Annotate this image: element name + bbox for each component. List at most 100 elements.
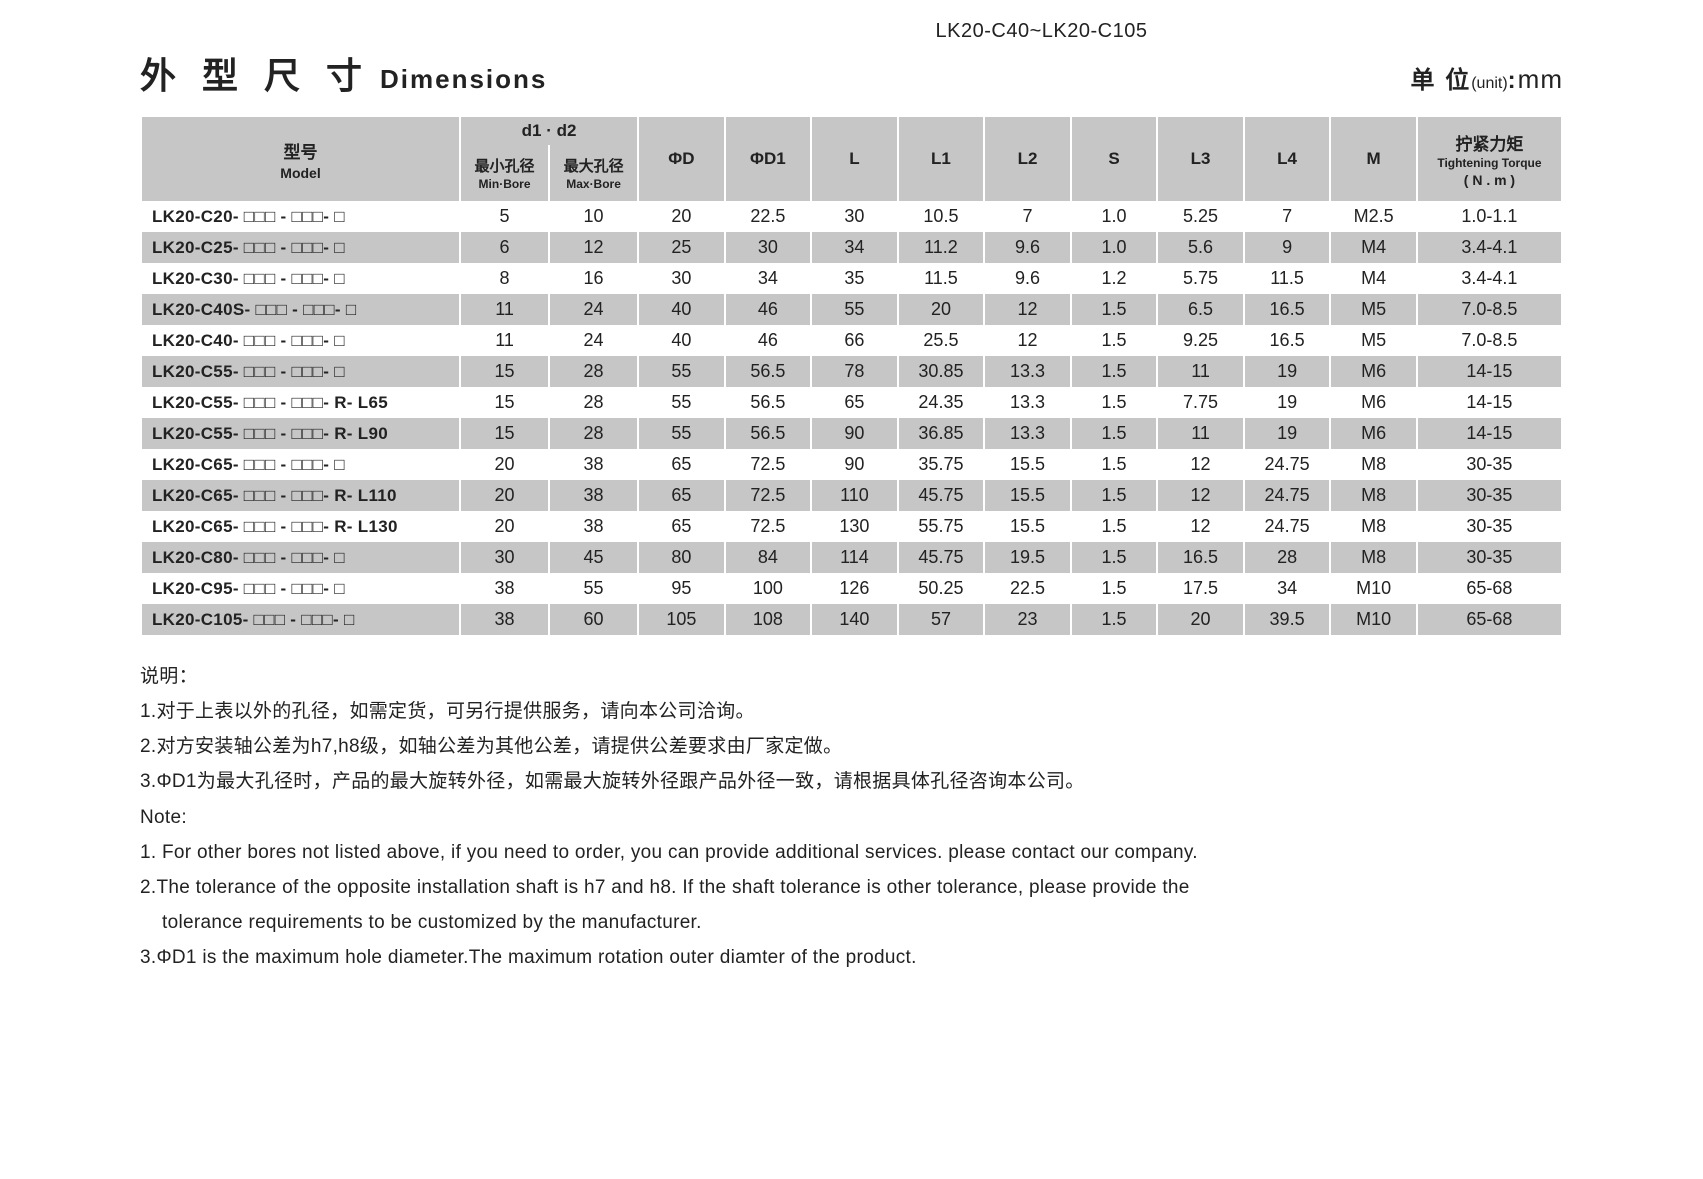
- cell: 55: [639, 387, 724, 418]
- col-max-bore-cn: 最大孔径: [564, 158, 624, 175]
- cell: LK20-C65- □□□ - □□□- R- L130: [142, 511, 459, 542]
- product-range: LK20-C40~LK20-C105: [520, 20, 1563, 43]
- cell: M6: [1331, 356, 1416, 387]
- cell: 55: [639, 418, 724, 449]
- cell: 25: [639, 232, 724, 263]
- cell: LK20-C65- □□□ - □□□- □: [142, 449, 459, 480]
- cell: 5: [461, 201, 548, 232]
- cell: 12: [550, 232, 637, 263]
- cell: 35.75: [899, 449, 984, 480]
- cell: 45.75: [899, 542, 984, 573]
- col-m: M: [1331, 117, 1416, 201]
- table-row: LK20-C65- □□□ - □□□- R- L11020386572.511…: [142, 480, 1561, 511]
- table-row: LK20-C25- □□□ - □□□- □61225303411.29.61.…: [142, 232, 1561, 263]
- title-en: Dimensions: [380, 64, 547, 95]
- cell: 24: [550, 294, 637, 325]
- cell: 11: [461, 294, 548, 325]
- cell: M8: [1331, 449, 1416, 480]
- cell: 1.5: [1072, 449, 1157, 480]
- col-torque: 拧紧力矩 Tightening Torque ( N . m ): [1418, 117, 1561, 201]
- cell: 110: [812, 480, 897, 511]
- cell: 14-15: [1418, 387, 1561, 418]
- col-l4: L4: [1245, 117, 1330, 201]
- cell: 65: [639, 480, 724, 511]
- cell: 16.5: [1245, 325, 1330, 356]
- cell: 24.75: [1245, 480, 1330, 511]
- table-row: LK20-C80- □□□ - □□□- □3045808411445.7519…: [142, 542, 1561, 573]
- cell: 11.5: [1245, 263, 1330, 294]
- cell: 1.0: [1072, 201, 1157, 232]
- title-left: 外 型 尺 寸 Dimensions: [140, 47, 547, 99]
- cell: 30.85: [899, 356, 984, 387]
- cell: LK20-C40S- □□□ - □□□- □: [142, 294, 459, 325]
- notes: 说明： 1.对于上表以外的孔径，如需定货，可另行提供服务，请向本公司洽询。 2.…: [140, 659, 1563, 975]
- cell: 108: [726, 604, 811, 635]
- cell: 7.0-8.5: [1418, 325, 1561, 356]
- col-l2: L2: [985, 117, 1070, 201]
- cell: 56.5: [726, 418, 811, 449]
- cell: 34: [726, 263, 811, 294]
- table-row: LK20-C65- □□□ - □□□- R- L13020386572.513…: [142, 511, 1561, 542]
- cell: 1.5: [1072, 480, 1157, 511]
- col-model: 型号 Model: [142, 117, 459, 201]
- table-head: 型号 Model d1 · d2 ΦD ΦD1 L L1 L2 S L3 L4 …: [142, 117, 1561, 201]
- cell: M10: [1331, 573, 1416, 604]
- cell: 20: [899, 294, 984, 325]
- cell: 22.5: [726, 201, 811, 232]
- col-min-bore-cn: 最小孔径: [475, 158, 535, 175]
- dimensions-table: 型号 Model d1 · d2 ΦD ΦD1 L L1 L2 S L3 L4 …: [140, 117, 1563, 635]
- cell: 65: [812, 387, 897, 418]
- cell: 30-35: [1418, 449, 1561, 480]
- cell: 30-35: [1418, 511, 1561, 542]
- cell: 46: [726, 294, 811, 325]
- table-row: LK20-C95- □□□ - □□□- □38559510012650.252…: [142, 573, 1561, 604]
- cell: 84: [726, 542, 811, 573]
- cell: 14-15: [1418, 418, 1561, 449]
- cell: 126: [812, 573, 897, 604]
- col-max-bore-en: Max·Bore: [550, 177, 637, 191]
- cell: M8: [1331, 542, 1416, 573]
- cell: 28: [550, 356, 637, 387]
- cell: 15.5: [985, 449, 1070, 480]
- cell: 34: [812, 232, 897, 263]
- cell: 13.3: [985, 356, 1070, 387]
- cell: 7.0-8.5: [1418, 294, 1561, 325]
- cell: 15: [461, 387, 548, 418]
- cell: 17.5: [1158, 573, 1243, 604]
- table-body: LK20-C20- □□□ - □□□- □5102022.53010.571.…: [142, 201, 1561, 635]
- cell: M4: [1331, 263, 1416, 294]
- col-model-cn: 型号: [284, 143, 318, 162]
- cell: 24.75: [1245, 449, 1330, 480]
- col-phid: ΦD: [639, 117, 724, 201]
- col-model-en: Model: [142, 165, 459, 181]
- cell: 100: [726, 573, 811, 604]
- cell: M5: [1331, 294, 1416, 325]
- cell: 72.5: [726, 449, 811, 480]
- cell: LK20-C30- □□□ - □□□- □: [142, 263, 459, 294]
- cell: M6: [1331, 418, 1416, 449]
- cell: 1.0-1.1: [1418, 201, 1561, 232]
- cell: 1.5: [1072, 325, 1157, 356]
- cell: 9.6: [985, 232, 1070, 263]
- cell: 20: [639, 201, 724, 232]
- unit-en: (unit): [1471, 75, 1507, 92]
- cell: 11: [1158, 418, 1243, 449]
- cell: 36.85: [899, 418, 984, 449]
- cell: 20: [461, 480, 548, 511]
- cell: 9.25: [1158, 325, 1243, 356]
- cell: 13.3: [985, 387, 1070, 418]
- note-en-3: 3.ΦD1 is the maximum hole diameter.The m…: [140, 940, 1563, 975]
- cell: 65: [639, 511, 724, 542]
- cell: 30: [812, 201, 897, 232]
- cell: 22.5: [985, 573, 1070, 604]
- note-en-1: 1. For other bores not listed above, if …: [140, 835, 1563, 870]
- cell: 24.75: [1245, 511, 1330, 542]
- table-row: LK20-C40S- □□□ - □□□- □112440465520121.5…: [142, 294, 1561, 325]
- cell: 55: [550, 573, 637, 604]
- cell: M5: [1331, 325, 1416, 356]
- cell: 56.5: [726, 356, 811, 387]
- col-torque-en: Tightening Torque: [1418, 156, 1561, 170]
- cell: 16.5: [1245, 294, 1330, 325]
- cell: M10: [1331, 604, 1416, 635]
- cell: 40: [639, 294, 724, 325]
